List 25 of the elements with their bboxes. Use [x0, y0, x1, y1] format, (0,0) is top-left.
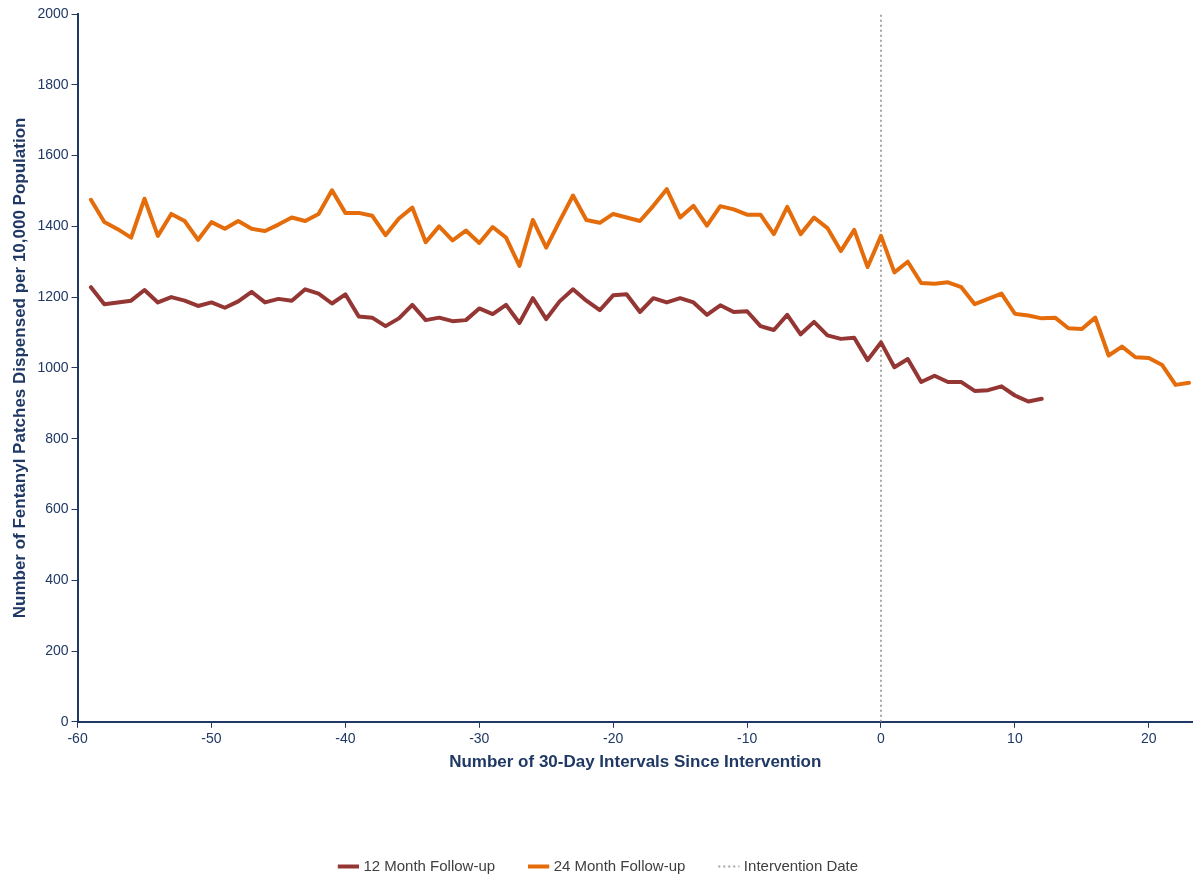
- y-tick-label: 2000: [37, 4, 69, 21]
- x-tick-label: -10: [736, 730, 758, 747]
- y-tick-label: 1600: [37, 146, 69, 163]
- x-tick-label: -20: [603, 730, 624, 747]
- x-tick-label: 20: [1141, 730, 1157, 747]
- x-tick-label: -60: [67, 730, 88, 747]
- legend-label: 12 Month Follow-up: [363, 856, 496, 874]
- y-tick-label: 0: [60, 712, 69, 729]
- legend-label: Intervention Date: [743, 856, 859, 874]
- x-tick-label: -30: [469, 730, 490, 747]
- x-tick-label: 10: [1007, 730, 1023, 747]
- y-tick-label: 200: [45, 641, 69, 658]
- y-tick-label: 800: [45, 429, 69, 446]
- y-axis-title: Number of Fentanyl Patches Dispensed per 10,000 Population: [9, 117, 29, 619]
- y-tick-label: 1200: [37, 287, 69, 304]
- legend-label: 24 Month Follow-up: [553, 856, 686, 874]
- x-axis-title: Number of 30-Day Intervals Since Intervention: [449, 752, 822, 772]
- y-tick-label: 1000: [37, 358, 69, 375]
- x-tick-label: -40: [335, 730, 356, 747]
- y-tick-label: 400: [45, 571, 69, 588]
- y-tick-label: 1400: [37, 217, 69, 234]
- x-tick-label: -50: [201, 730, 222, 747]
- x-tick-label: 0: [877, 730, 886, 747]
- y-tick-label: 600: [45, 500, 69, 517]
- y-tick-label: 1800: [37, 75, 69, 92]
